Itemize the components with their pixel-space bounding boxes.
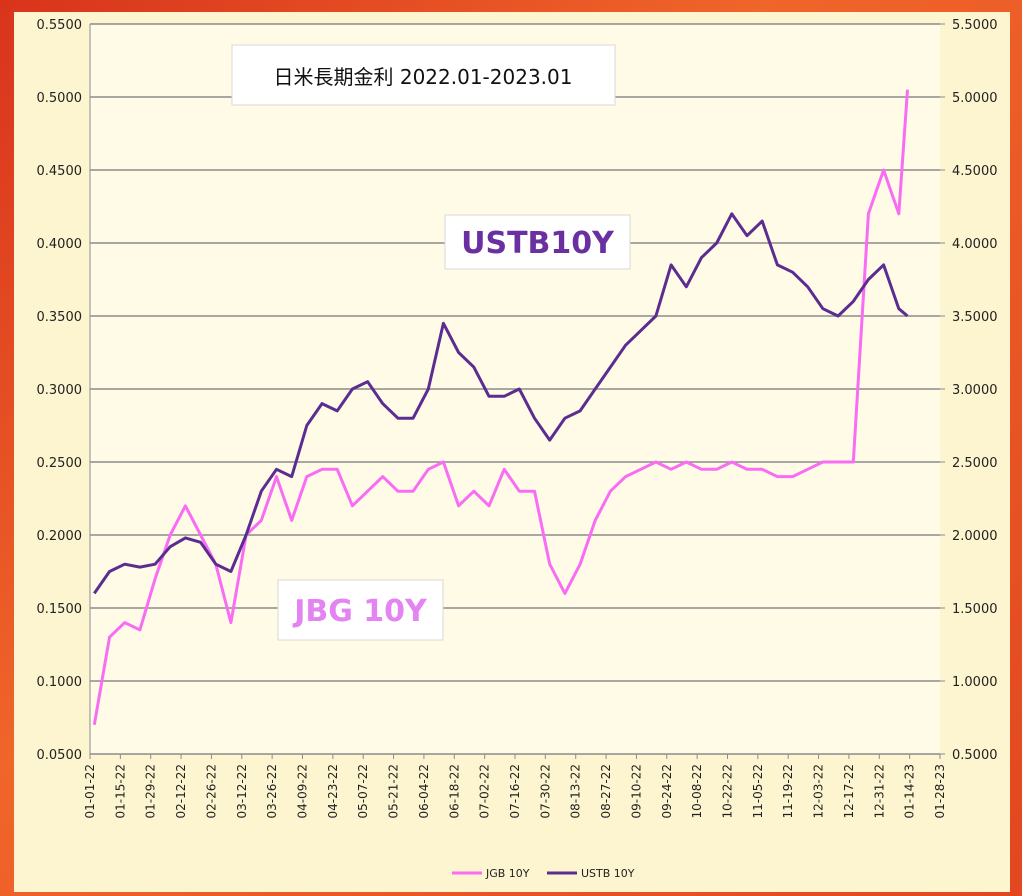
x-tick-label: 06-04-22: [417, 764, 431, 818]
x-tick-label: 04-09-22: [296, 764, 310, 818]
annotation: JBG 10Y: [292, 594, 428, 629]
annotation-box: [444, 214, 631, 270]
y2-tick-label: 4.0000: [952, 237, 998, 252]
y2-tick-label: 1.0000: [952, 675, 998, 690]
x-tick-label: 06-18-22: [447, 764, 461, 818]
legend-label: JGB 10Y: [485, 867, 530, 880]
x-tick-label: 12-17-22: [842, 764, 856, 818]
x-tick-label: 02-12-22: [174, 764, 188, 818]
y-tick-label: 0.5000: [37, 91, 83, 106]
x-tick-label: 11-05-22: [751, 764, 765, 818]
x-tick-label: 01-15-22: [113, 764, 127, 818]
x-tick-label: 02-26-22: [204, 764, 218, 818]
x-tick-label: 04-23-22: [326, 764, 340, 818]
x-tick-label: 03-26-22: [265, 764, 279, 818]
annotation: USTB10Y: [461, 226, 615, 261]
x-tick-label: 11-19-22: [781, 764, 795, 818]
y2-tick-label: 2.5000: [952, 456, 998, 471]
x-tick-label: 07-30-22: [538, 764, 552, 818]
x-tick-label: 12-31-22: [872, 764, 886, 818]
y2-tick-label: 1.5000: [952, 602, 998, 617]
y2-tick-label: 0.5000: [952, 748, 998, 763]
y2-tick-label: 5.5000: [952, 18, 998, 33]
x-tick-label: 09-24-22: [660, 764, 674, 818]
x-tick-label: 10-08-22: [690, 764, 704, 818]
x-tick-label: 12-03-22: [812, 764, 826, 818]
y2-tick-label: 2.0000: [952, 529, 998, 544]
y-tick-label: 0.5500: [37, 18, 83, 33]
x-tick-label: 05-07-22: [356, 764, 370, 818]
y-tick-label: 0.0500: [37, 748, 83, 763]
annotation-box: [277, 579, 444, 641]
x-tick-label: 03-12-22: [235, 764, 249, 818]
legend-label: USTB 10Y: [581, 867, 635, 880]
y-tick-label: 0.4000: [37, 237, 83, 252]
y-tick-label: 0.1000: [37, 675, 83, 690]
chart-title: 日米長期金利 2022.01-2023.01: [274, 65, 573, 89]
y2-tick-label: 5.0000: [952, 91, 998, 106]
x-tick-label: 01-29-22: [144, 764, 158, 818]
y2-tick-label: 3.0000: [952, 383, 998, 398]
series-line: [93, 212, 909, 595]
x-tick-label: 05-21-22: [387, 764, 401, 818]
x-tick-label: 08-13-22: [569, 764, 583, 818]
y-tick-label: 0.3500: [37, 310, 83, 325]
x-tick-label: 10-22-22: [721, 764, 735, 818]
x-tick-label: 01-28-23: [933, 764, 947, 818]
series-line: [92, 89, 909, 726]
y-tick-label: 0.2000: [37, 529, 83, 544]
y2-tick-label: 4.5000: [952, 164, 998, 179]
y-tick-label: 0.1500: [37, 602, 83, 617]
x-tick-label: 07-02-22: [478, 764, 492, 818]
y2-tick-label: 3.5000: [952, 310, 998, 325]
y-tick-label: 0.3000: [37, 383, 83, 398]
y-tick-label: 0.4500: [37, 164, 83, 179]
x-tick-label: 01-01-22: [83, 764, 97, 818]
x-tick-label: 09-10-22: [629, 764, 643, 818]
x-tick-label: 01-14-23: [903, 764, 917, 818]
x-tick-label: 07-16-22: [508, 764, 522, 818]
title-box: [231, 44, 616, 106]
x-tick-label: 08-27-22: [599, 764, 613, 818]
y-tick-label: 0.2500: [37, 456, 83, 471]
